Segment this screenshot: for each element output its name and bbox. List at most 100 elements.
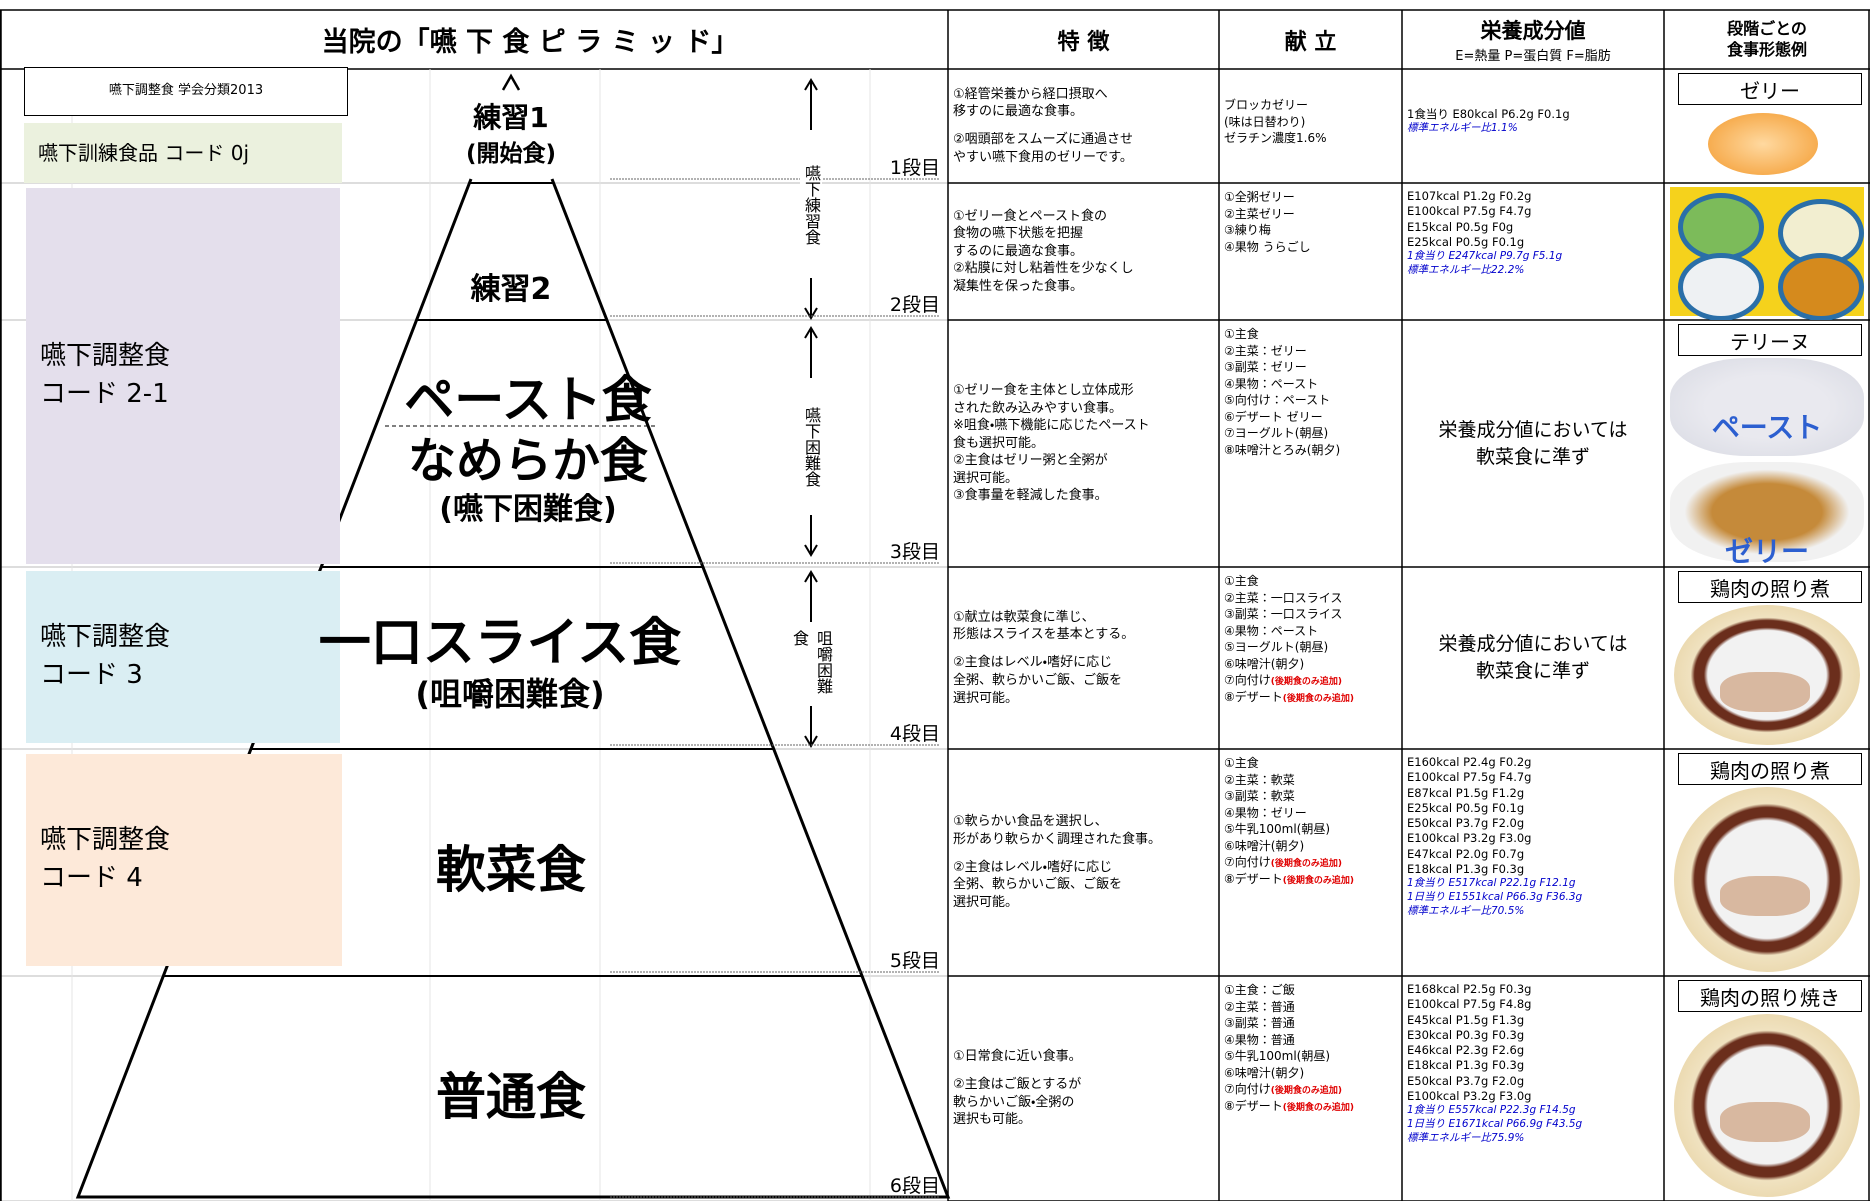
text-line: 形があり軟らかく調理された食事。	[953, 831, 1162, 847]
pyramid-label: 一口スライス食	[318, 613, 682, 674]
stage-label: 1段目	[889, 157, 940, 179]
food-photo	[1670, 787, 1864, 972]
col-header: 栄養成分値 E=熱量 P=蛋白質 F=脂肪	[1402, 10, 1664, 69]
menu-item: ⑤牛乳100ml(朝昼)	[1224, 1048, 1397, 1065]
text-line: E107kcal P1.2g F0.2g	[1407, 189, 1532, 203]
menu-text: ゼラチン濃度1.6%	[1224, 131, 1327, 146]
menu-item: ①全粥ゼリー	[1224, 189, 1397, 206]
example-label: ゼリー	[1678, 73, 1862, 105]
text-line: 選択可能。	[953, 690, 1019, 706]
menu-text: ⑥味噌汁(朝夕)	[1224, 656, 1305, 671]
text-line: 形態はスライスを基本とする。	[953, 627, 1135, 643]
text-line: 食事形態例	[1726, 39, 1807, 59]
nutrition-cell: E168kcal P2.5g F0.3g E100kcal P7.5g F4.8g…	[1402, 976, 1664, 1201]
text-line: 軟菜食に準ず	[1475, 445, 1590, 468]
menu-text: ⑦向付け	[1224, 855, 1271, 870]
menu-item: ③副菜：普通	[1224, 1015, 1397, 1032]
text-line: 栄養成分値においては	[1438, 633, 1628, 656]
text-line: 選択も可能。	[953, 1112, 1032, 1128]
text-line: 選択可能。	[953, 470, 1019, 486]
text-line: E45kcal P1.5g F1.3g	[1407, 1012, 1525, 1027]
stage-label: 3段目	[889, 541, 940, 563]
menu-item: ⑦向付け(後期食のみ追加)	[1224, 1081, 1397, 1098]
menu-text: ⑧味噌汁とろみ(朝夕)	[1224, 442, 1341, 457]
menu-text: ⑧デザート	[1224, 1098, 1283, 1113]
text-line: ①日常食に近い食事。	[953, 1049, 1082, 1065]
example-cell: ゼリー	[1664, 69, 1870, 183]
menu-text: ⑧デザート	[1224, 689, 1283, 704]
text-line: 嚥下調整食	[40, 341, 171, 371]
nutrition-cell: E107kcal P1.2g F0.2g E100kcal P7.5g F4.7g…	[1402, 183, 1664, 320]
menu-text: ①主食：ご飯	[1224, 983, 1295, 997]
menu-note: (後期食のみ追加)	[1270, 677, 1342, 688]
text-line: 嚥下調整食 学会分類2013	[108, 83, 264, 99]
text-line: 嚥下調整食	[40, 622, 171, 653]
menu-item: ③副菜：ゼリー	[1224, 359, 1397, 376]
text-line: 食も選択可能。	[953, 435, 1045, 451]
menu-note: (後期食のみ追加)	[1270, 859, 1342, 870]
example-label: 鶏肉の照り煮	[1678, 753, 1862, 785]
text-line: やすい嚥下食用のゼリーです。	[953, 149, 1133, 165]
example-label: 鶏肉の照り焼き	[1678, 980, 1862, 1012]
pyramid-label: 練習1	[473, 101, 549, 134]
text-line: E25kcal P0.5g F0.1g	[1407, 234, 1525, 249]
menu-item: ③副菜：軟菜	[1224, 788, 1397, 805]
example-cell: 鶏肉の照り焼き	[1664, 976, 1870, 1201]
example-cell: 鶏肉の照り煮	[1664, 567, 1870, 749]
example-cell: 鶏肉の照り煮	[1664, 749, 1870, 976]
menu-note: (後期食のみ追加)	[1270, 1086, 1342, 1097]
menu-item: ③副菜：一口スライス	[1224, 606, 1397, 623]
menu-text: ⑦向付け	[1224, 673, 1271, 688]
dish	[1678, 253, 1764, 320]
text-line: ※咀食・嚥下機能に応じたペースト	[953, 418, 1150, 434]
classification-box: 嚥下調整食 コード 2-1	[26, 188, 340, 564]
col-header: 段階ごとの 食事形態例	[1664, 10, 1870, 69]
menu-text: ①主食	[1224, 756, 1259, 770]
features-cell: ①経管栄養から経口摂取へ 移すのに最適な食事。 ②咽頭部をスムーズに通過させ やすい嚥…	[948, 69, 1219, 183]
group-label: 咀嚼困難食	[790, 630, 833, 699]
food-photo	[1670, 1014, 1864, 1197]
menu-cell: ブロッカゼリー (味は日替わり) ゼラチン濃度1.6%	[1219, 69, 1402, 183]
menu-item: ⑦向付け(後期食のみ追加)	[1224, 672, 1397, 689]
features-cell: ①ゼリー食を主体とし立体成形 された飲み込みやすい食事。 ※咀食・嚥下機能に応じたペ…	[948, 320, 1219, 567]
text-line: E87kcal P1.5g F1.2g	[1407, 785, 1525, 800]
menu-item: ②主菜：ゼリー	[1224, 343, 1397, 360]
text-line	[953, 644, 1214, 654]
pyramid-label: 軟菜食	[436, 841, 586, 899]
menu-cell: ①全粥ゼリー ②主菜ゼリー ③練り梅 ④果物 うらごし	[1219, 183, 1402, 320]
text-line: ①献立は軟菜食に準じ、	[953, 609, 1095, 625]
pyramid-label: (開始食)	[465, 141, 557, 167]
pyramid-label: (咀嚼困難食)	[415, 675, 605, 713]
example-label: テリーヌ	[1678, 324, 1862, 356]
menu-text: ②主菜：ゼリー	[1224, 343, 1307, 358]
menu-item: ⑤ヨーグルト(朝昼)	[1224, 639, 1397, 656]
menu-text: ブロッカゼリー	[1224, 98, 1309, 112]
menu-text: ③副菜：一口スライス	[1224, 607, 1343, 622]
text-line: コード 4	[40, 863, 143, 893]
nutrition-cell: 栄養成分値においては 軟菜食に準ず	[1402, 320, 1664, 567]
menu-text: ④果物：ペースト	[1224, 623, 1319, 638]
menu-text: ③練り梅	[1224, 223, 1271, 238]
group-arrow-head	[804, 326, 818, 339]
menu-text: ①主食	[1224, 327, 1259, 341]
features-cell: ①ゼリー食とペースト食の 食物の嚥下状態を把握 するのに最適な食事。 ②粘膜に対し粘着…	[948, 183, 1219, 320]
text-line: するのに最適な食事。	[953, 243, 1084, 259]
food-photo	[1670, 605, 1864, 745]
text-line: E46kcal P2.3g F2.6g	[1407, 1043, 1525, 1058]
classification-box: 嚥下調整食 コード 3	[26, 571, 340, 743]
menu-item: ⑧デザート(後期食のみ追加)	[1224, 871, 1397, 888]
menu-text: ①主食	[1224, 574, 1259, 588]
text-line: E30kcal P0.3g F0.3g	[1407, 1027, 1525, 1042]
group-arrow-head	[804, 544, 818, 557]
stage-label: 5段目	[889, 950, 940, 972]
nutrition-cell: 1食当り E80kcal P6.2g F0.1g 標準エネルギー比1.1%	[1402, 69, 1664, 183]
text-line: ③食事量を軽減した食事。	[953, 488, 1108, 504]
jelly	[1708, 113, 1818, 175]
text-line: 全粥、軟らかいご飯、ご飯を	[953, 877, 1123, 893]
text-line: ②主食はレベル・嗜好に応じ	[953, 655, 1113, 671]
text-line: ①軟らかい食品を選択し、	[953, 814, 1108, 830]
features-cell: ①軟らかい食品を選択し、 形があり軟らかく調理された食事。 ②主食はレベル・嗜好に応…	[948, 749, 1219, 976]
text-line: 移すのに最適な食事。	[953, 104, 1084, 120]
menu-cell: ①主食 ②主菜：一口スライス ③副菜：一口スライス ④果物：ペースト ⑤ヨーグルト(朝昼…	[1219, 567, 1402, 749]
